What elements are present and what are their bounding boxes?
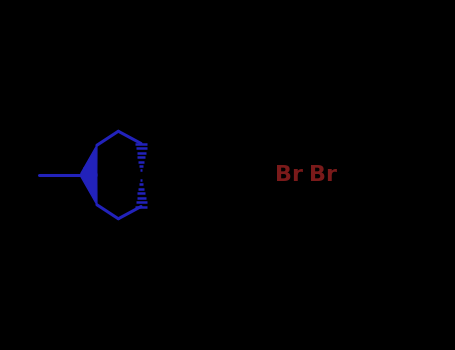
Polygon shape [82,150,96,176]
Polygon shape [81,145,97,176]
Text: Br: Br [275,165,303,185]
Polygon shape [81,174,97,205]
Text: Br: Br [309,165,337,185]
Polygon shape [82,174,96,199]
Text: N: N [81,166,96,184]
